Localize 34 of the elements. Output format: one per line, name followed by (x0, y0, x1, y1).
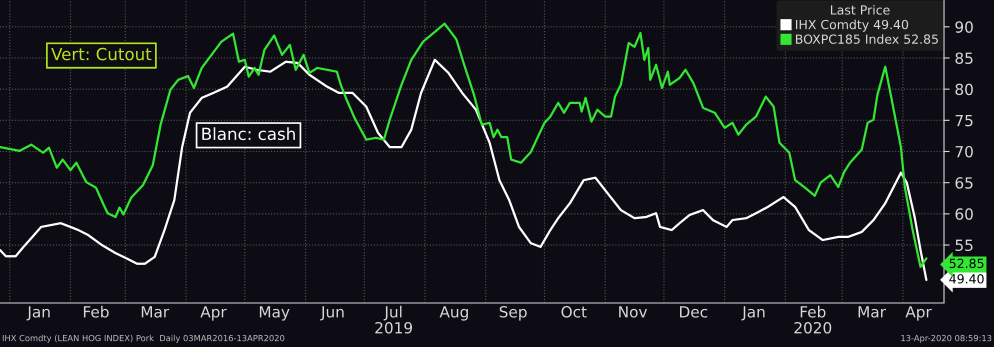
x-tick-label: Apr (200, 306, 227, 321)
x-tick-label: May (260, 306, 290, 321)
x-tick-label: Jan (26, 306, 50, 320)
y-tick-label: 60 (955, 208, 973, 220)
x-tick-label: Dec (680, 306, 708, 318)
annotation: Vert: Cutout (51, 48, 152, 60)
x-tick-label: Jul 2019 (375, 306, 412, 334)
annotation: 49.40 (949, 274, 984, 284)
x-tick-label: Jun (320, 306, 344, 320)
legend-title: Last Price (830, 5, 890, 15)
legend-label: BOXPC185 Index 52.85 (796, 34, 938, 44)
x-tick-label: Feb (84, 306, 109, 318)
y-tick-label: 80 (955, 84, 973, 96)
x-tick-label: Aug (440, 306, 468, 321)
legend-label: IHX Comdty 49.40 (796, 20, 908, 32)
y-tick-label: 75 (956, 114, 973, 126)
y-tick-label: 65 (955, 177, 973, 189)
annotation: Blanc: cash (202, 127, 295, 140)
x-tick-label: Oct (561, 306, 587, 318)
line-series (0, 58, 928, 282)
text: IHX Comdty (LEAN HOG INDEX) Pork Daily 03MAR2016-13APR2020 (2, 334, 284, 343)
x-tick-label: Jan (741, 306, 765, 320)
x-tick-label: Apr (905, 306, 932, 321)
x-tick-label: Nov (619, 306, 648, 318)
x-tick-label: Mar (858, 306, 886, 318)
y-tick-label: 85 (955, 52, 973, 64)
y-tick-label: 70 (956, 146, 973, 158)
x-tick-label: Mar (142, 306, 170, 318)
annotation: 52.85 (950, 258, 984, 268)
x-tick-label: Sep (500, 306, 527, 321)
text: 13-Apr-2020 08:59:13 (901, 334, 992, 343)
y-tick-label: 90 (955, 21, 973, 33)
y-tick-label: 55 (956, 240, 973, 252)
x-tick-label: Feb 2020 (794, 306, 832, 334)
